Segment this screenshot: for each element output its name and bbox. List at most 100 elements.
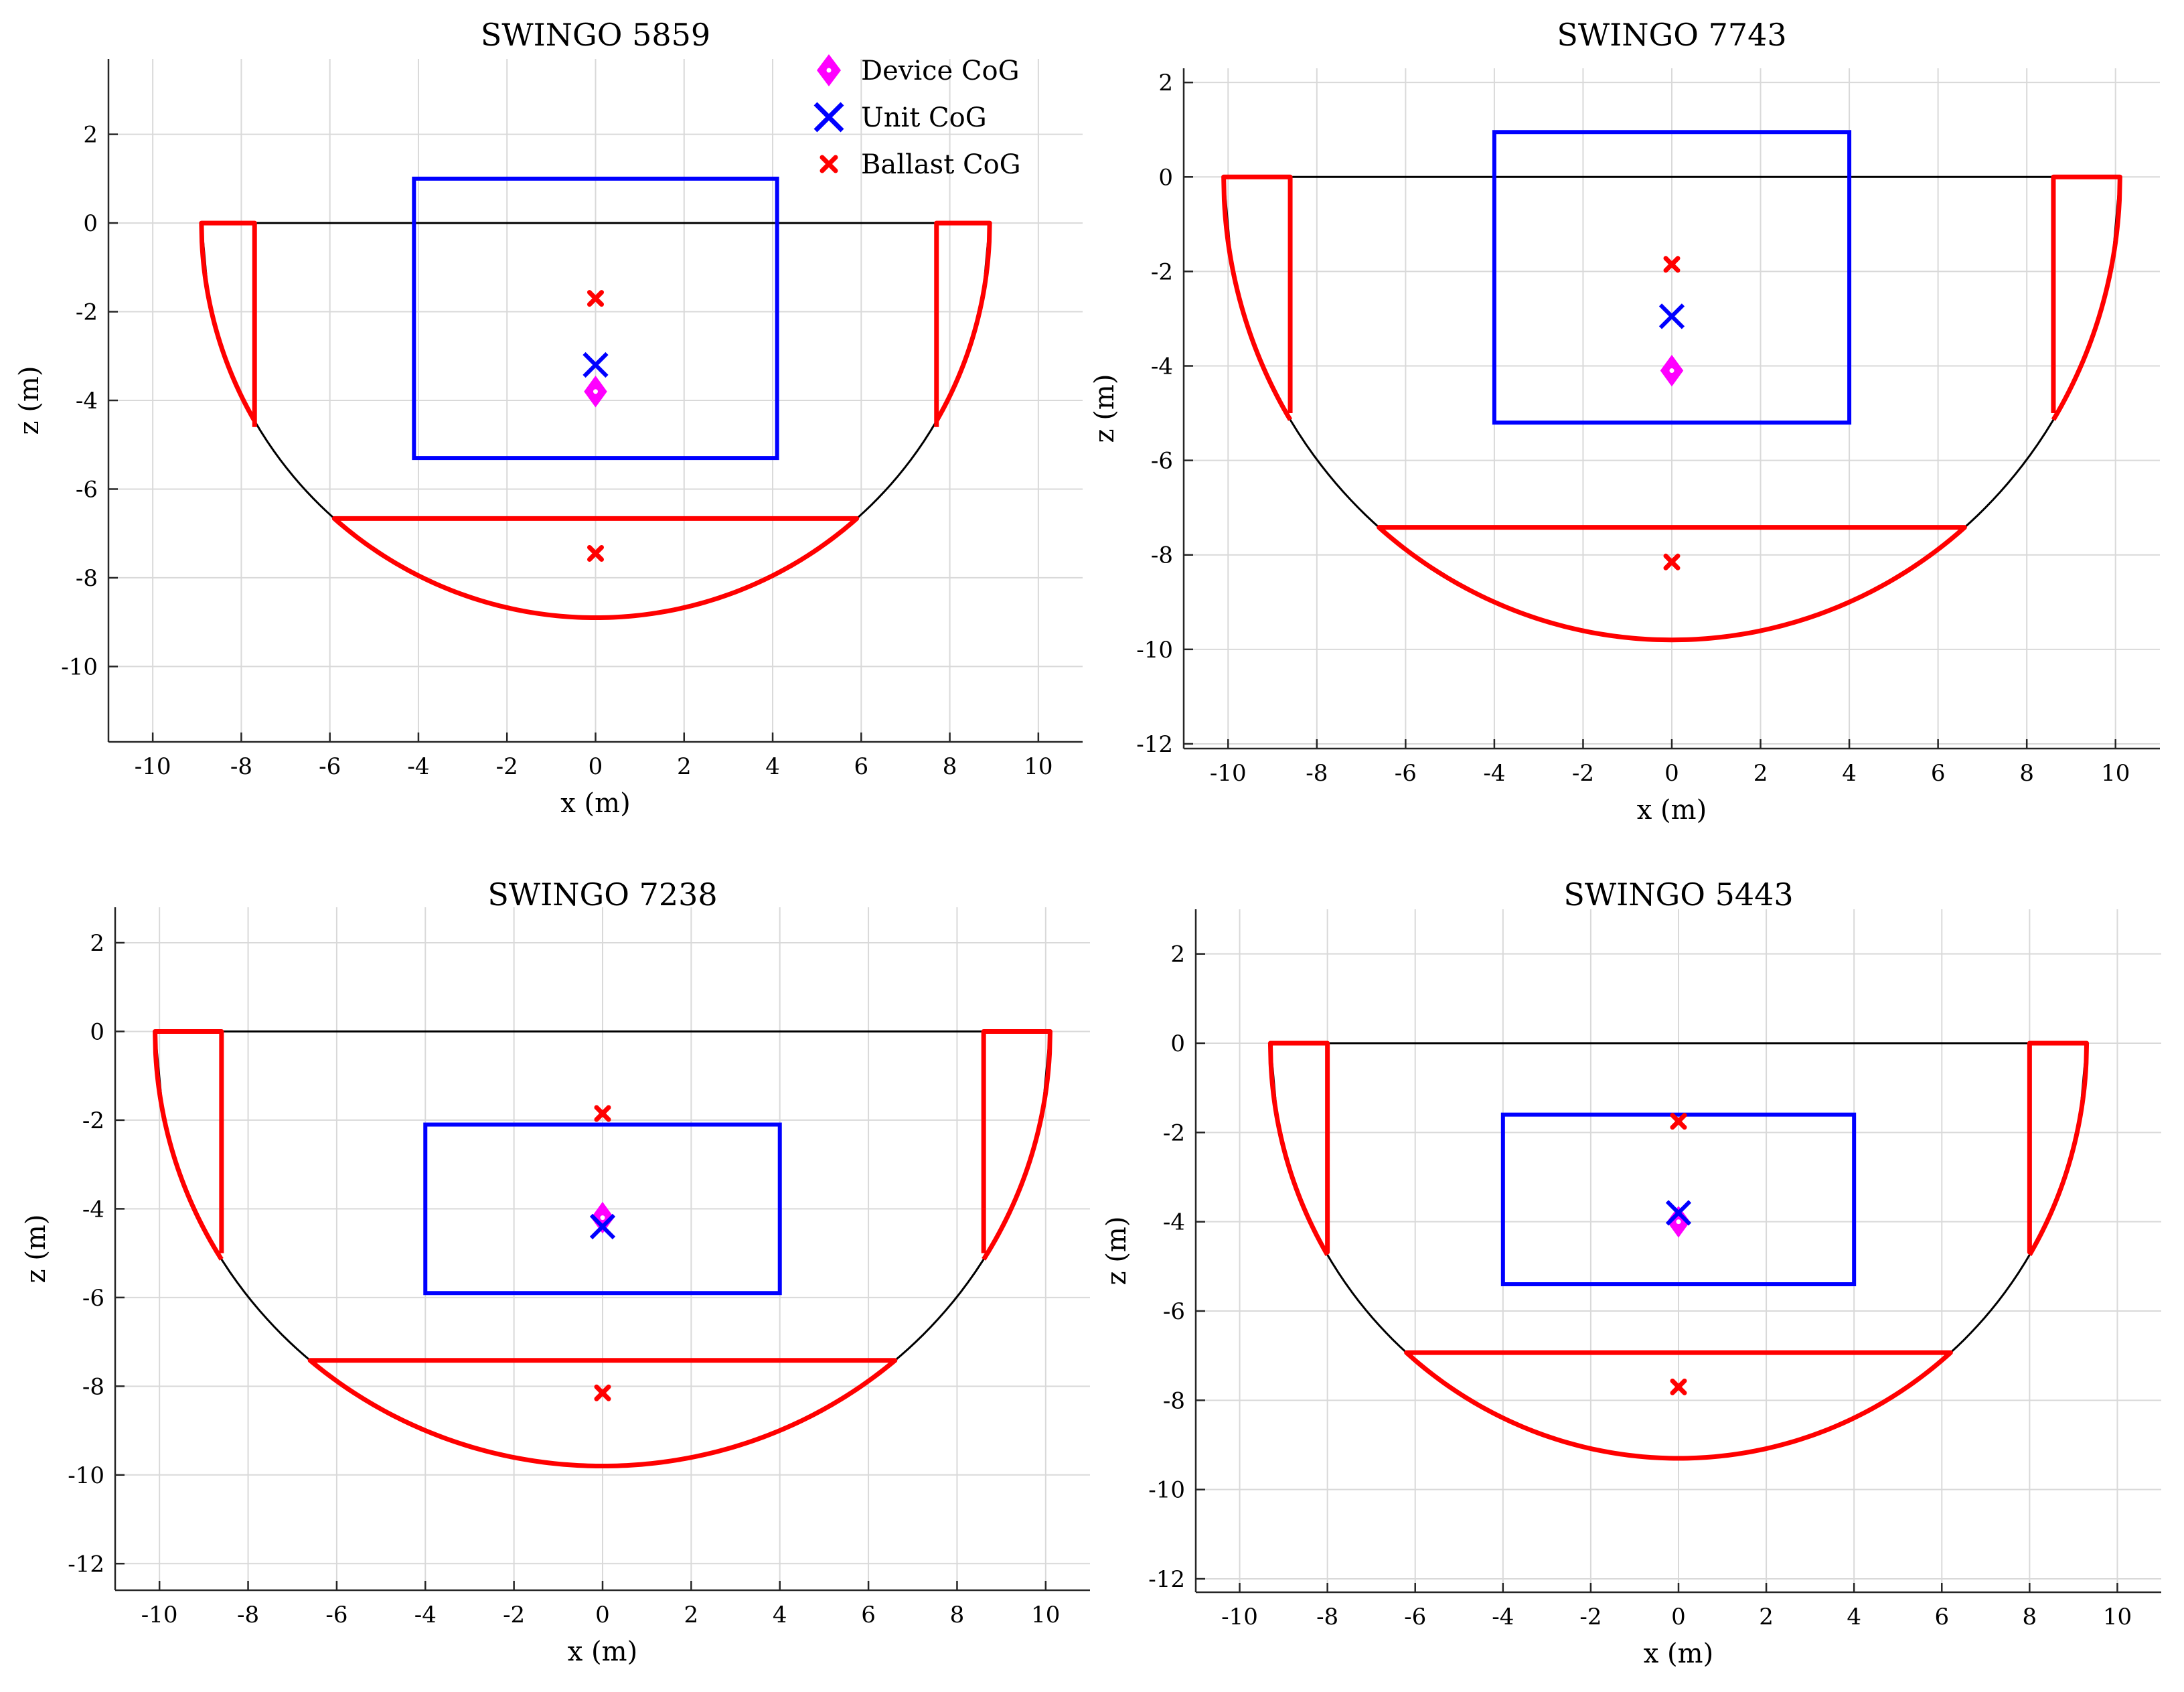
legend-device-cog-dot — [826, 68, 832, 73]
x-tick-label: -2 — [503, 1602, 525, 1628]
bottom-ballast — [1377, 525, 1967, 643]
x-tick-label: -6 — [1395, 760, 1417, 787]
legend: Device CoG Unit CoG Ballast CoG — [813, 54, 1021, 180]
x-tick-label: 0 — [1671, 1604, 1686, 1630]
legend-ballast-cog-icon — [820, 155, 838, 173]
y-tick-label: -4 — [82, 1196, 104, 1223]
y-tick-label: -6 — [76, 476, 98, 503]
x-axis-label: x (m) — [1644, 1638, 1713, 1669]
y-tick-label: -6 — [1163, 1298, 1185, 1325]
right-side-tank — [2051, 174, 2122, 421]
right-side-tank — [981, 1028, 1052, 1261]
x-tick-label: -2 — [1579, 1604, 1602, 1630]
y-tick-label: -6 — [82, 1285, 104, 1312]
unit-box — [1500, 1112, 1857, 1286]
x-tick-label: 6 — [854, 753, 868, 780]
x-tick-label: -2 — [1572, 760, 1594, 787]
x-tick-label: -8 — [237, 1602, 259, 1628]
x-tick-label: 8 — [943, 753, 957, 780]
x-tick-label: -10 — [1221, 1604, 1258, 1630]
left-side-tank — [1221, 174, 1293, 421]
x-tick-label: -6 — [325, 1602, 347, 1628]
panel-4: -10 -8 -6 -4 -2 0 2 4 6 8 10 -12 -10 -8 -6 -4 -2 0 2 x (m) z… — [1101, 876, 2161, 1669]
ballast-cog-marker — [1663, 256, 1681, 273]
device-cog-dot — [1676, 1219, 1681, 1225]
x-tick-label: -4 — [414, 1602, 437, 1628]
y-tick-label: -4 — [1163, 1209, 1185, 1236]
panel-title: SWINGO 5443 — [1563, 876, 1793, 913]
x-tick-label: 10 — [1024, 753, 1052, 780]
legend-label: Unit CoG — [861, 102, 987, 133]
y-axis-label: z (m) — [21, 1215, 52, 1284]
x-tick-label: -6 — [1404, 1604, 1426, 1630]
y-tick-label: -2 — [1151, 258, 1173, 285]
unit-box — [412, 176, 779, 461]
ballast-cog-marker — [1663, 553, 1681, 570]
x-tick-label: 6 — [1931, 760, 1946, 787]
x-tick-label: 10 — [1031, 1602, 1060, 1628]
x-tick-label: -8 — [1306, 760, 1328, 787]
x-axis-label: x (m) — [568, 1636, 637, 1667]
x-tick-label: 2 — [684, 1602, 699, 1628]
y-tick-label: -4 — [1151, 354, 1173, 380]
legend-label: Device CoG — [861, 56, 1020, 86]
y-tick-label: 2 — [83, 122, 98, 149]
y-tick-label: -10 — [68, 1462, 104, 1489]
bottom-ballast — [307, 1358, 898, 1469]
bottom-ballast — [1404, 1350, 1953, 1461]
x-tick-label: 10 — [2103, 1604, 2132, 1630]
y-axis-label: z (m) — [1101, 1217, 1132, 1286]
device-cog-dot — [1669, 368, 1674, 374]
ballast-cog-marker — [594, 1105, 611, 1122]
y-tick-label: 0 — [1158, 164, 1173, 191]
y-tick-label: -8 — [1163, 1387, 1185, 1414]
x-tick-label: -8 — [1316, 1604, 1338, 1630]
x-tick-label: 8 — [2019, 760, 2034, 787]
right-side-tank — [934, 220, 992, 427]
y-tick-label: -10 — [1136, 637, 1173, 664]
x-tick-label: -10 — [141, 1602, 178, 1628]
x-tick-label: -2 — [496, 753, 518, 780]
x-tick-label: 2 — [1753, 760, 1768, 787]
left-side-tank — [1267, 1041, 1330, 1257]
panel-title: SWINGO 7238 — [487, 876, 717, 913]
y-tick-label: -6 — [1151, 448, 1173, 475]
x-tick-label: -4 — [407, 753, 429, 780]
y-tick-label: -10 — [61, 653, 98, 680]
y-tick-label: -12 — [68, 1551, 104, 1578]
x-tick-label: 10 — [2101, 760, 2130, 787]
x-tick-label: -4 — [1483, 760, 1505, 787]
y-tick-label: 0 — [90, 1018, 104, 1045]
legend-unit-cog-icon — [813, 102, 844, 133]
y-tick-label: -12 — [1136, 731, 1173, 758]
x-tick-label: 2 — [1759, 1604, 1774, 1630]
y-tick-label: -12 — [1148, 1566, 1185, 1593]
y-tick-label: -2 — [1163, 1120, 1185, 1146]
y-tick-label: -2 — [76, 299, 98, 326]
y-axis-label: z (m) — [14, 366, 45, 435]
unit-cog-marker — [1665, 1200, 1692, 1226]
y-tick-label: -4 — [76, 388, 98, 414]
x-tick-label: 8 — [950, 1602, 965, 1628]
x-tick-label: -8 — [230, 753, 252, 780]
device-cog-dot — [600, 1215, 605, 1221]
ballast-cog-marker — [1670, 1113, 1687, 1130]
y-tick-label: 0 — [83, 210, 98, 237]
ballast-cog-marker — [594, 1384, 611, 1401]
x-axis-label: x (m) — [1637, 795, 1707, 826]
x-tick-label: 0 — [589, 753, 603, 780]
y-tick-label: -8 — [76, 565, 98, 592]
x-tick-label: -10 — [135, 753, 171, 780]
device-cog-dot — [593, 389, 598, 394]
y-tick-label: 2 — [1170, 941, 1185, 968]
y-axis-label: z (m) — [1089, 374, 1120, 443]
x-tick-label: -10 — [1210, 760, 1247, 787]
x-tick-label: 0 — [1664, 760, 1679, 787]
x-tick-label: 6 — [1934, 1604, 1949, 1630]
panel-1: -10 -8 -6 -4 -2 0 2 4 6 8 10 -10 -8 -6 -4 -2 0 2 x (m) z (m… — [14, 17, 1083, 819]
bottom-ballast — [331, 516, 860, 621]
unit-box — [423, 1122, 782, 1296]
left-side-tank — [199, 220, 257, 427]
unit-cog-marker — [582, 352, 609, 378]
